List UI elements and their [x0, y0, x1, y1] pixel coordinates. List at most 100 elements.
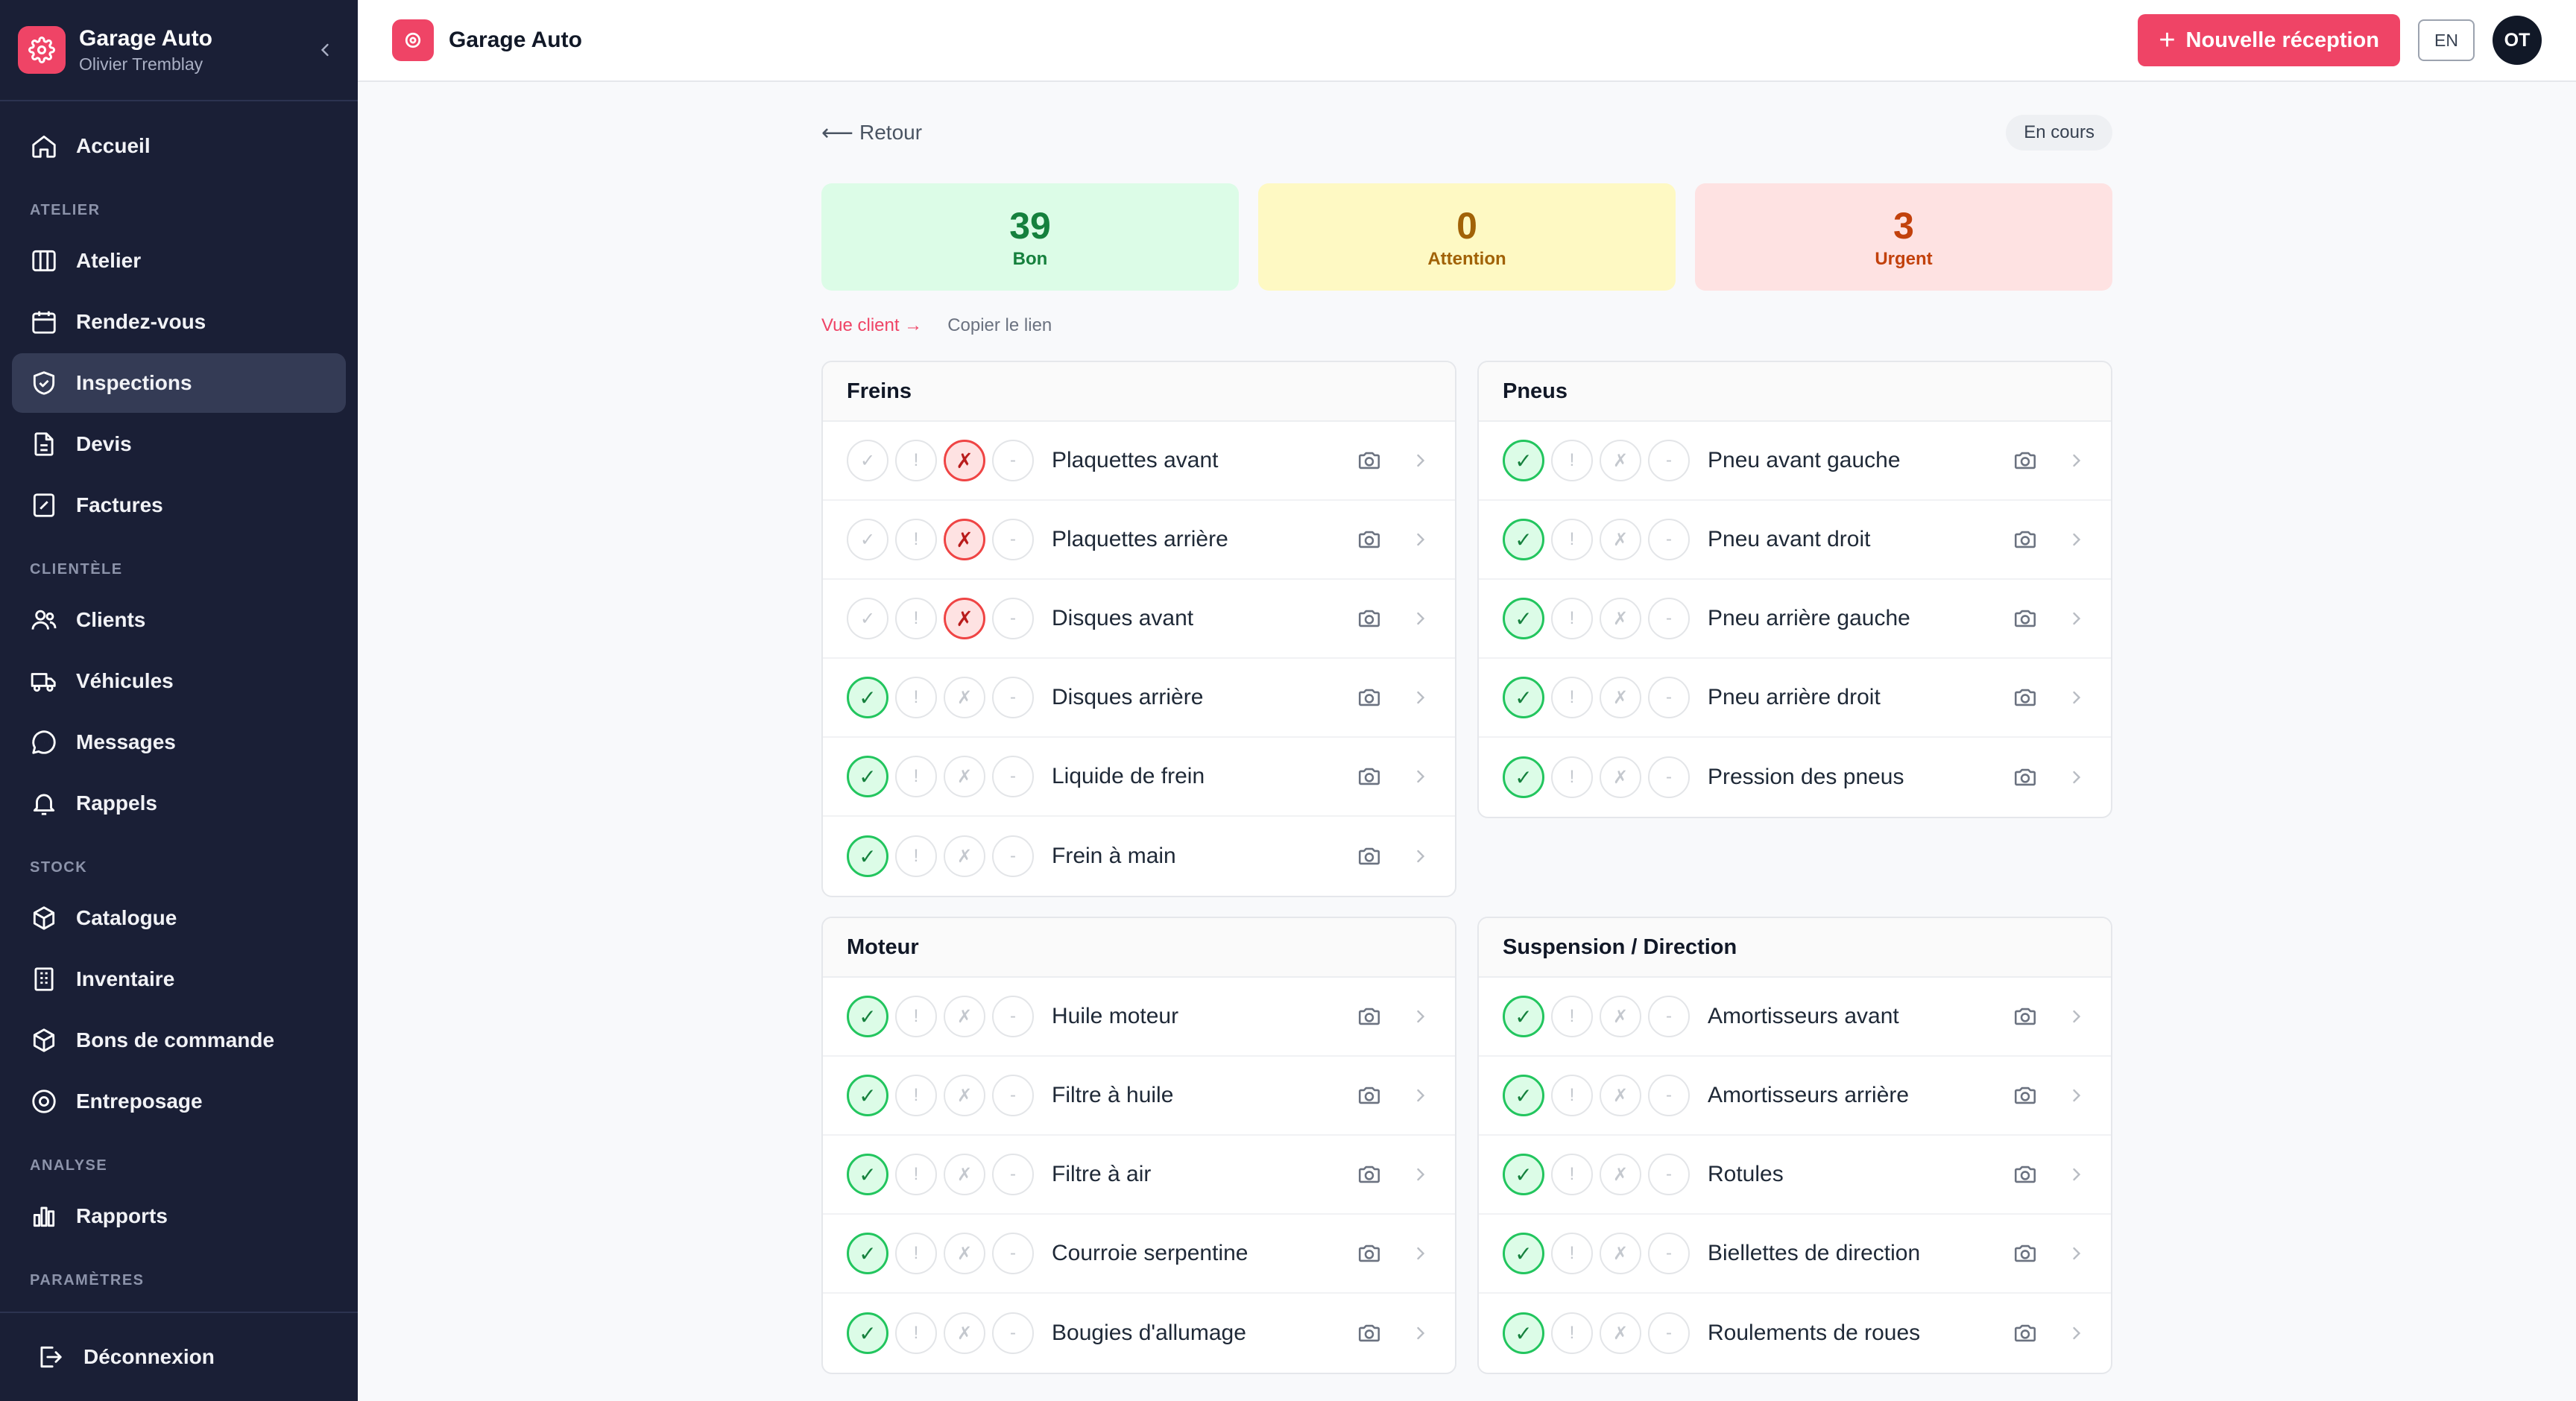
status-good-toggle[interactable]: ✓ — [847, 1154, 888, 1195]
back-link[interactable]: ⟵ Retour — [821, 120, 922, 146]
status-na-toggle[interactable]: - — [1648, 1233, 1690, 1274]
chevron-right-icon[interactable] — [1410, 450, 1431, 471]
status-good-toggle[interactable]: ✓ — [847, 519, 888, 560]
new-reception-button[interactable]: + Nouvelle réception — [2138, 14, 2400, 66]
status-urgent-toggle[interactable]: ✗ — [1600, 996, 1641, 1037]
status-attention-toggle[interactable]: ! — [1551, 996, 1593, 1037]
status-good-toggle[interactable]: ✓ — [1503, 996, 1544, 1037]
camera-icon[interactable] — [1357, 844, 1382, 869]
status-good-toggle[interactable]: ✓ — [1503, 1312, 1544, 1354]
status-attention-toggle[interactable]: ! — [1551, 756, 1593, 798]
camera-icon[interactable] — [1357, 1004, 1382, 1029]
status-na-toggle[interactable]: - — [992, 996, 1034, 1037]
chevron-right-icon[interactable] — [2066, 450, 2087, 471]
status-attention-toggle[interactable]: ! — [895, 519, 937, 560]
status-urgent-toggle[interactable]: ✗ — [1600, 1075, 1641, 1116]
sidebar-item-rappels[interactable]: Rappels — [12, 774, 346, 833]
status-good-toggle[interactable]: ✓ — [847, 440, 888, 481]
inspection-item[interactable]: ✓! ✗ - Frein à main — [823, 817, 1455, 896]
status-na-toggle[interactable]: - — [1648, 1075, 1690, 1116]
camera-icon[interactable] — [1357, 606, 1382, 631]
status-urgent-toggle[interactable]: ✗ — [944, 1154, 985, 1195]
status-good-toggle[interactable]: ✓ — [1503, 677, 1544, 718]
sidebar-item-vehicules[interactable]: Véhicules — [12, 651, 346, 711]
sidebar-item-devis[interactable]: Devis — [12, 414, 346, 474]
chevron-right-icon[interactable] — [1410, 1006, 1431, 1027]
sidebar-item-clients[interactable]: Clients — [12, 590, 346, 650]
status-na-toggle[interactable]: - — [1648, 1154, 1690, 1195]
sidebar-item-inventaire[interactable]: Inventaire — [12, 949, 346, 1009]
chevron-right-icon[interactable] — [1410, 846, 1431, 867]
status-good-toggle[interactable]: ✓ — [847, 1233, 888, 1274]
inspection-item[interactable]: ✓! ✗ - Liquide de frein — [823, 738, 1455, 817]
status-na-toggle[interactable]: - — [992, 756, 1034, 797]
sidebar-item-rapports[interactable]: Rapports — [12, 1186, 346, 1246]
sidebar-item-rendezvous[interactable]: Rendez-vous — [12, 292, 346, 352]
status-na-toggle[interactable]: - — [992, 677, 1034, 718]
status-attention-toggle[interactable]: ! — [895, 440, 937, 481]
inspection-item[interactable]: ✓! ✗ - Plaquettes arrière — [823, 501, 1455, 580]
chevron-right-icon[interactable] — [1410, 1164, 1431, 1185]
inspection-item[interactable]: ✓! ✗ - Bougies d'allumage — [823, 1294, 1455, 1373]
status-good-toggle[interactable]: ✓ — [847, 1075, 888, 1116]
status-attention-toggle[interactable]: ! — [895, 598, 937, 639]
status-attention-toggle[interactable]: ! — [1551, 1233, 1593, 1274]
status-urgent-toggle[interactable]: ✗ — [1600, 1312, 1641, 1354]
status-urgent-toggle[interactable]: ✗ — [1600, 440, 1641, 481]
status-good-toggle[interactable]: ✓ — [847, 677, 888, 718]
status-na-toggle[interactable]: - — [992, 519, 1034, 560]
status-urgent-toggle[interactable]: ✗ — [944, 440, 985, 481]
status-attention-toggle[interactable]: ! — [1551, 598, 1593, 639]
status-na-toggle[interactable]: - — [992, 835, 1034, 877]
status-attention-toggle[interactable]: ! — [895, 835, 937, 877]
sidebar-item-factures[interactable]: Factures — [12, 475, 346, 535]
status-attention-toggle[interactable]: ! — [1551, 440, 1593, 481]
status-urgent-toggle[interactable]: ✗ — [1600, 1233, 1641, 1274]
status-urgent-toggle[interactable]: ✗ — [1600, 756, 1641, 798]
inspection-item[interactable]: ✓! ✗ - Filtre à huile — [823, 1057, 1455, 1136]
camera-icon[interactable] — [2012, 1004, 2038, 1029]
status-urgent-toggle[interactable]: ✗ — [944, 756, 985, 797]
inspection-item[interactable]: ✓! ✗ - Plaquettes avant — [823, 422, 1455, 501]
inspection-item[interactable]: ✓! ✗ - Rotules — [1479, 1136, 2111, 1215]
chevron-right-icon[interactable] — [2066, 1006, 2087, 1027]
camera-icon[interactable] — [2012, 606, 2038, 631]
status-na-toggle[interactable]: - — [992, 598, 1034, 639]
status-urgent-toggle[interactable]: ✗ — [944, 1312, 985, 1354]
status-good-toggle[interactable]: ✓ — [1503, 1154, 1544, 1195]
chevron-right-icon[interactable] — [1410, 1085, 1431, 1106]
inspection-item[interactable]: ✓! ✗ - Amortisseurs avant — [1479, 978, 2111, 1057]
status-urgent-toggle[interactable]: ✗ — [1600, 1154, 1641, 1195]
status-urgent-toggle[interactable]: ✗ — [944, 598, 985, 639]
status-attention-toggle[interactable]: ! — [895, 1075, 937, 1116]
status-na-toggle[interactable]: - — [1648, 756, 1690, 798]
status-good-toggle[interactable]: ✓ — [847, 756, 888, 797]
status-na-toggle[interactable]: - — [992, 1312, 1034, 1354]
status-attention-toggle[interactable]: ! — [895, 1312, 937, 1354]
chevron-right-icon[interactable] — [2066, 1243, 2087, 1264]
status-good-toggle[interactable]: ✓ — [847, 598, 888, 639]
chevron-right-icon[interactable] — [1410, 766, 1431, 787]
inspection-item[interactable]: ✓! ✗ - Pneu avant gauche — [1479, 422, 2111, 501]
chevron-right-icon[interactable] — [1410, 529, 1431, 550]
chevron-right-icon[interactable] — [1410, 1323, 1431, 1344]
camera-icon[interactable] — [2012, 1241, 2038, 1266]
sidebar-item-inspections[interactable]: Inspections — [12, 353, 346, 413]
inspection-item[interactable]: ✓! ✗ - Courroie serpentine — [823, 1215, 1455, 1294]
sidebar-item-messages[interactable]: Messages — [12, 712, 346, 772]
inspection-item[interactable]: ✓! ✗ - Disques avant — [823, 580, 1455, 659]
status-na-toggle[interactable]: - — [992, 1075, 1034, 1116]
status-urgent-toggle[interactable]: ✗ — [1600, 677, 1641, 718]
status-na-toggle[interactable]: - — [1648, 440, 1690, 481]
language-toggle[interactable]: EN — [2418, 19, 2475, 61]
chevron-right-icon[interactable] — [1410, 687, 1431, 708]
status-na-toggle[interactable]: - — [1648, 677, 1690, 718]
camera-icon[interactable] — [2012, 448, 2038, 473]
camera-icon[interactable] — [2012, 1083, 2038, 1108]
chevron-right-icon[interactable] — [2066, 529, 2087, 550]
status-attention-toggle[interactable]: ! — [895, 677, 937, 718]
chevron-right-icon[interactable] — [2066, 687, 2087, 708]
chevron-right-icon[interactable] — [1410, 1243, 1431, 1264]
status-urgent-toggle[interactable]: ✗ — [1600, 519, 1641, 560]
status-attention-toggle[interactable]: ! — [895, 756, 937, 797]
